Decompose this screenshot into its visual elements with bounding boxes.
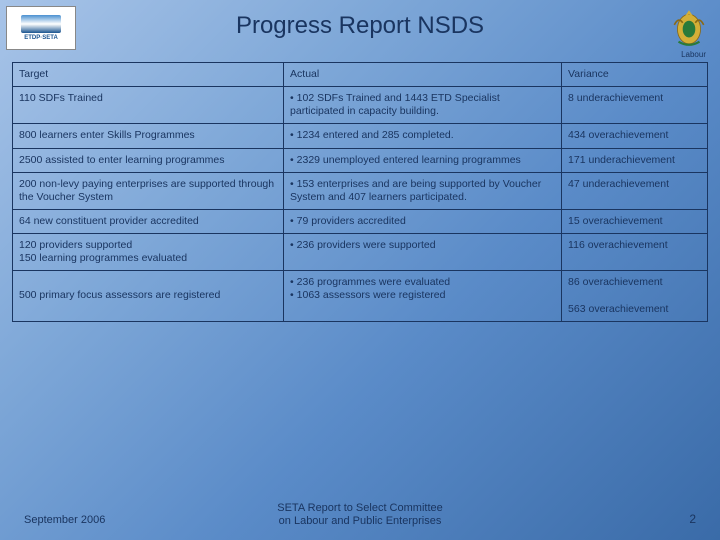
table-row: 120 providers supported 150 learning pro… <box>13 234 708 271</box>
page-title: Progress Report NSDS <box>0 0 720 40</box>
cell-target: 2500 assisted to enter learning programm… <box>13 148 284 172</box>
cell-variance: 8 underachievement <box>562 87 708 124</box>
table-header-row: Target Actual Variance <box>13 63 708 87</box>
cell-target: 64 new constituent provider accredited <box>13 209 284 233</box>
logo-wave <box>21 15 61 33</box>
progress-table: Target Actual Variance 110 SDFs Trained … <box>12 62 708 322</box>
logo-left-text: ETDP·SETA <box>24 35 58 41</box>
cell-variance: 434 overachievement <box>562 124 708 148</box>
cell-actual: 236 programmes were evaluated 1063 asses… <box>284 271 562 321</box>
cell-variance: 116 overachievement <box>562 234 708 271</box>
cell-variance: 47 underachievement <box>562 172 708 209</box>
cell-variance: 171 underachievement <box>562 148 708 172</box>
cell-actual: 153 enterprises and are being supported … <box>284 172 562 209</box>
table-row: 800 learners enter Skills Programmes 123… <box>13 124 708 148</box>
table-row: 2500 assisted to enter learning programm… <box>13 148 708 172</box>
cell-actual: 236 providers were supported <box>284 234 562 271</box>
header-target: Target <box>13 63 284 87</box>
cell-target: 110 SDFs Trained <box>13 87 284 124</box>
cell-target: 200 non-levy paying enterprises are supp… <box>13 172 284 209</box>
cell-target: 800 learners enter Skills Programmes <box>13 124 284 148</box>
cell-target: 120 providers supported 150 learning pro… <box>13 234 284 271</box>
cell-variance: 15 overachievement <box>562 209 708 233</box>
page-number: 2 <box>689 512 696 526</box>
cell-actual: 1234 entered and 285 completed. <box>284 124 562 148</box>
cell-target: 500 primary focus assessors are register… <box>13 271 284 321</box>
table-row: 500 primary focus assessors are register… <box>13 271 708 321</box>
cell-actual: 79 providers accredited <box>284 209 562 233</box>
cell-actual: 2329 unemployed entered learning program… <box>284 148 562 172</box>
cell-actual: 102 SDFs Trained and 1443 ETD Specialist… <box>284 87 562 124</box>
sa-coat-of-arms-icon <box>668 6 710 48</box>
header-actual: Actual <box>284 63 562 87</box>
table-row: 110 SDFs Trained 102 SDFs Trained and 14… <box>13 87 708 124</box>
etdp-seta-logo: ETDP·SETA <box>6 6 76 50</box>
table-row: 64 new constituent provider accredited 7… <box>13 209 708 233</box>
table-row: 200 non-levy paying enterprises are supp… <box>13 172 708 209</box>
footer-center: SETA Report to Select Committee on Labou… <box>277 502 442 528</box>
footer-date: September 2006 <box>24 514 105 526</box>
header-variance: Variance <box>562 63 708 87</box>
progress-table-wrap: Target Actual Variance 110 SDFs Trained … <box>12 62 708 322</box>
cell-variance: 86 overachievement 563 overachievement <box>562 271 708 321</box>
labour-label: Labour <box>681 50 706 59</box>
